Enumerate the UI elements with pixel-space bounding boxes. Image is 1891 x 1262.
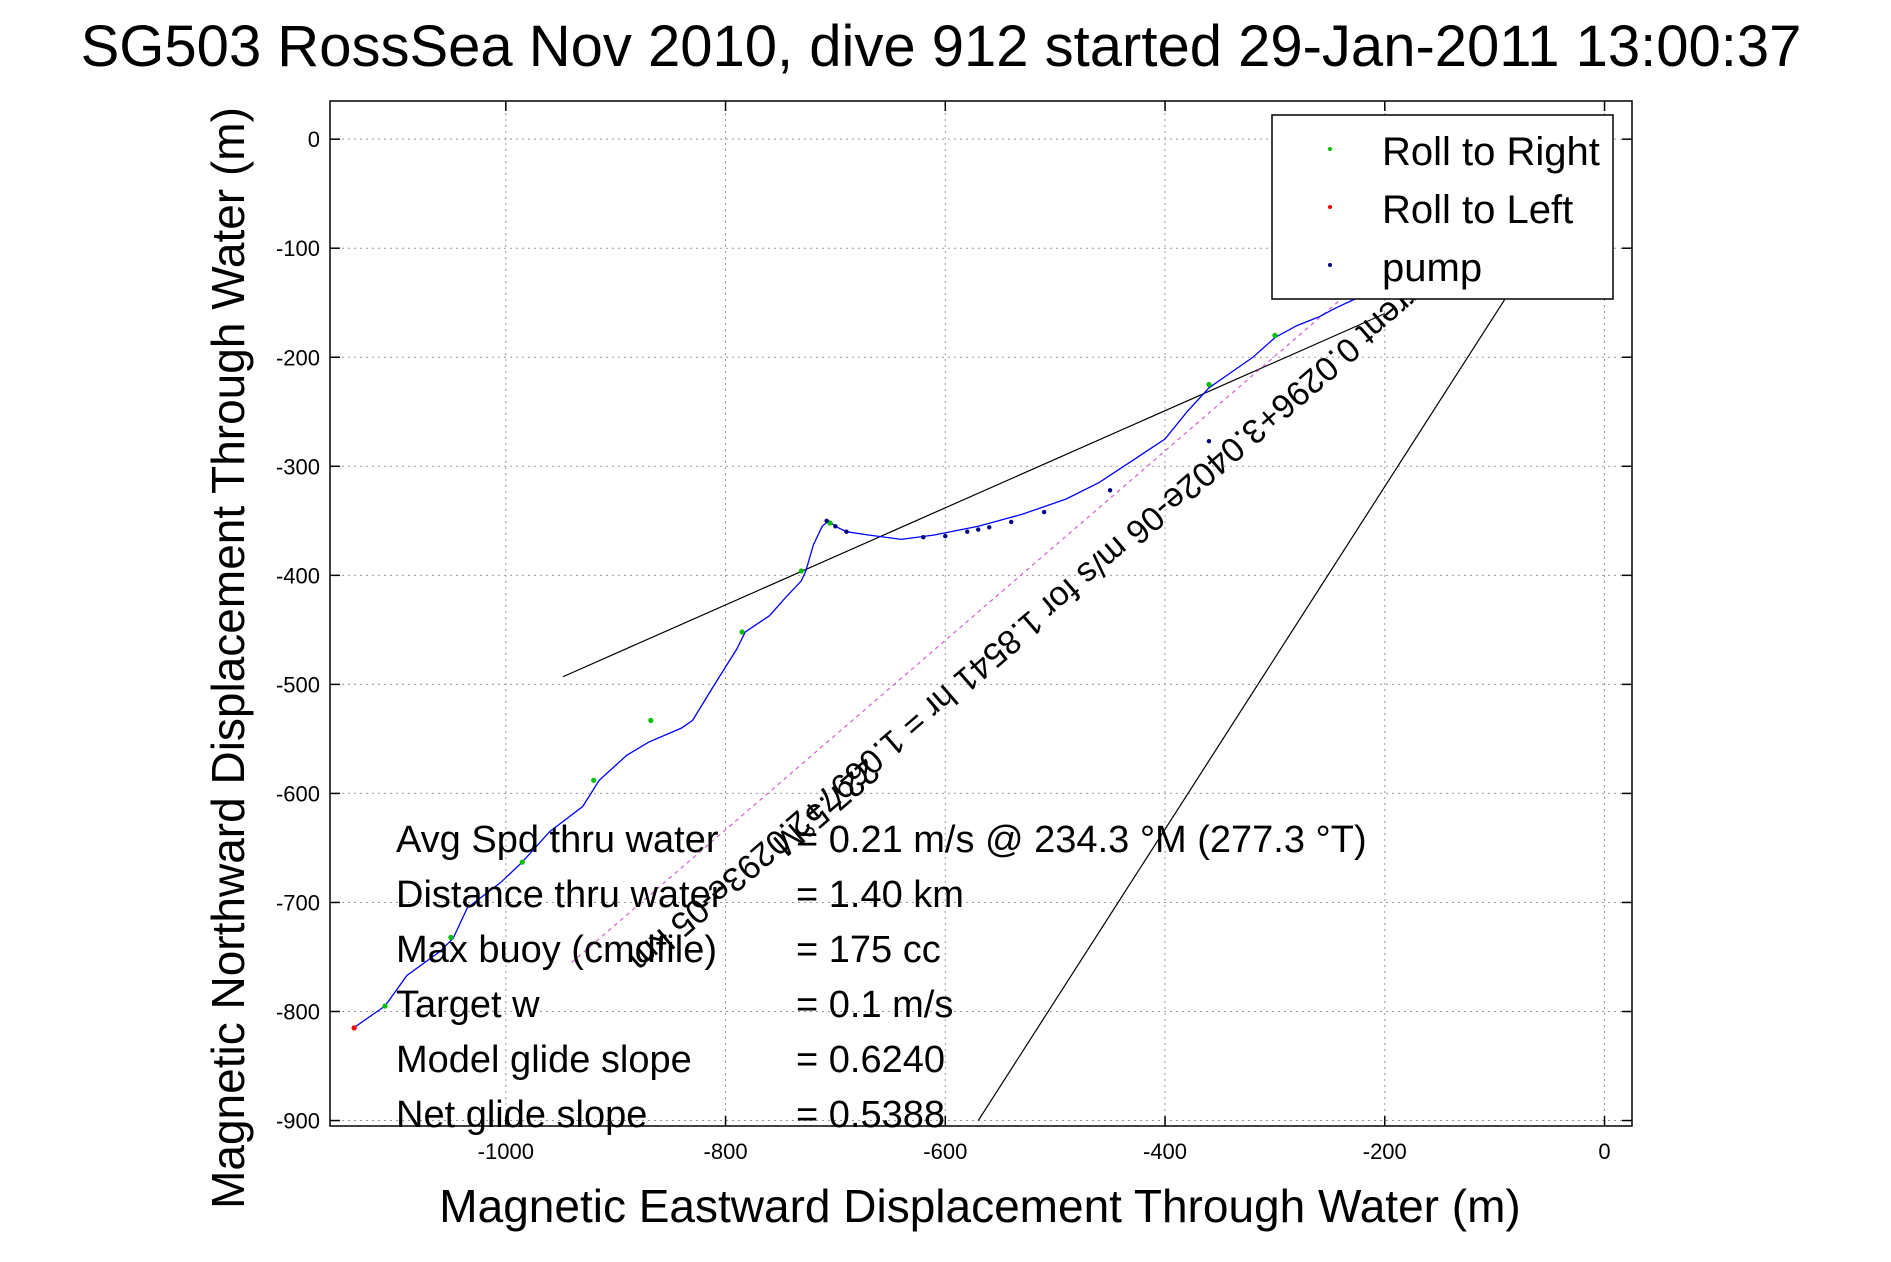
- roll-right-point: [519, 859, 525, 865]
- pump-point: [1041, 509, 1047, 515]
- info-value: = 0.1 m/s: [796, 984, 953, 1026]
- y-tick-label: -400: [276, 563, 320, 588]
- legend-label-roll-left: Roll to Left: [1382, 188, 1573, 232]
- roll-right-point: [798, 568, 804, 574]
- y-axis-label: Magnetic Northward Displacement Through …: [202, 107, 254, 1209]
- x-axis-label: Magnetic Eastward Displacement Through W…: [439, 1180, 1520, 1232]
- y-tick-label: -800: [276, 1000, 320, 1025]
- roll-right-point: [448, 934, 454, 940]
- pump-point: [1206, 439, 1212, 444]
- info-block: Avg Spd thru water = 0.21 m/s @ 234.3 °M …: [396, 819, 1367, 1136]
- roll-right-point: [1272, 332, 1278, 339]
- roll-right-point: [648, 717, 654, 723]
- x-tick-label: -600: [923, 1139, 967, 1164]
- current-vector-line: [571, 204, 1452, 963]
- legend: Roll to Right Roll to Left pump: [1271, 114, 1614, 300]
- y-tick-label: -100: [276, 236, 320, 261]
- track-markers: [351, 332, 1278, 1031]
- x-tick-label: 0: [1598, 1139, 1610, 1164]
- pump-point: [824, 518, 829, 524]
- pump-point: [965, 529, 970, 534]
- x-tick-label: -800: [704, 1139, 748, 1164]
- y-tick-label: -900: [276, 1109, 320, 1134]
- info-label: Model glide slope: [396, 1039, 692, 1081]
- legend-marker-roll-right: [1328, 147, 1332, 151]
- info-label: Distance thru water: [396, 874, 724, 916]
- legend-label-roll-right: Roll to Right: [1382, 130, 1600, 174]
- y-tick-label: -200: [276, 345, 320, 370]
- chart-title: SG503 RossSea Nov 2010, dive 912 started…: [81, 14, 1802, 79]
- pump-point: [833, 524, 838, 529]
- pump-point: [921, 534, 926, 540]
- y-tick-label: -700: [276, 890, 320, 915]
- reference-line: [562, 313, 1386, 678]
- info-label: Net glide slope: [396, 1094, 647, 1136]
- y-tick-label: -600: [276, 781, 320, 806]
- info-value: = 1.40 km: [796, 874, 964, 916]
- pump-point: [1009, 519, 1014, 525]
- legend-marker-roll-left: [1328, 205, 1332, 209]
- info-value: = 175 cc: [796, 929, 941, 971]
- y-tick-label: -300: [276, 454, 320, 479]
- info-value: = 0.5388: [796, 1094, 945, 1136]
- x-tick-label: -400: [1143, 1139, 1187, 1164]
- roll-right-point: [1206, 381, 1212, 388]
- y-tick-label: 0: [308, 127, 320, 152]
- info-value: = 0.6240: [796, 1039, 945, 1081]
- roll-right-point: [591, 777, 597, 783]
- info-label: Max buoy (cmdfile): [396, 929, 717, 971]
- axis-ticks: -1000 -800 -600 -400 -200 0 0 -100 -200 -300 -400 -…: [276, 101, 1632, 1164]
- info-label: Avg Spd thru water: [396, 819, 719, 861]
- current-annotation-text: Avg current 0.0296+3.0402e-06 m/s for 1.…: [621, 210, 1505, 980]
- y-tick-label: -500: [276, 672, 320, 697]
- reference-line: [977, 280, 1518, 1121]
- legend-marker-pump: [1328, 263, 1332, 267]
- roll-right-point: [382, 1003, 388, 1009]
- plot-frame: [329, 100, 1633, 1127]
- x-tick-label: -1000: [478, 1139, 534, 1164]
- x-tick-label: -200: [1363, 1139, 1407, 1164]
- pump-point: [1107, 488, 1113, 493]
- roll-left-point: [351, 1025, 357, 1031]
- pump-point: [987, 525, 992, 530]
- info-value: = 0.21 m/s @ 234.3 °M (277.3 °T): [796, 819, 1367, 861]
- pump-point: [976, 527, 981, 532]
- roll-right-point: [739, 629, 745, 635]
- current-annotation: Avg current 0.0296+3.0402e-06 m/s for 1.…: [621, 210, 1505, 980]
- reference-lines: [562, 204, 1518, 1121]
- pump-point: [943, 533, 948, 539]
- info-label: Target w: [396, 984, 540, 1026]
- legend-label-pump: pump: [1382, 246, 1482, 290]
- pump-point: [844, 529, 849, 534]
- grid: [330, 101, 1632, 1126]
